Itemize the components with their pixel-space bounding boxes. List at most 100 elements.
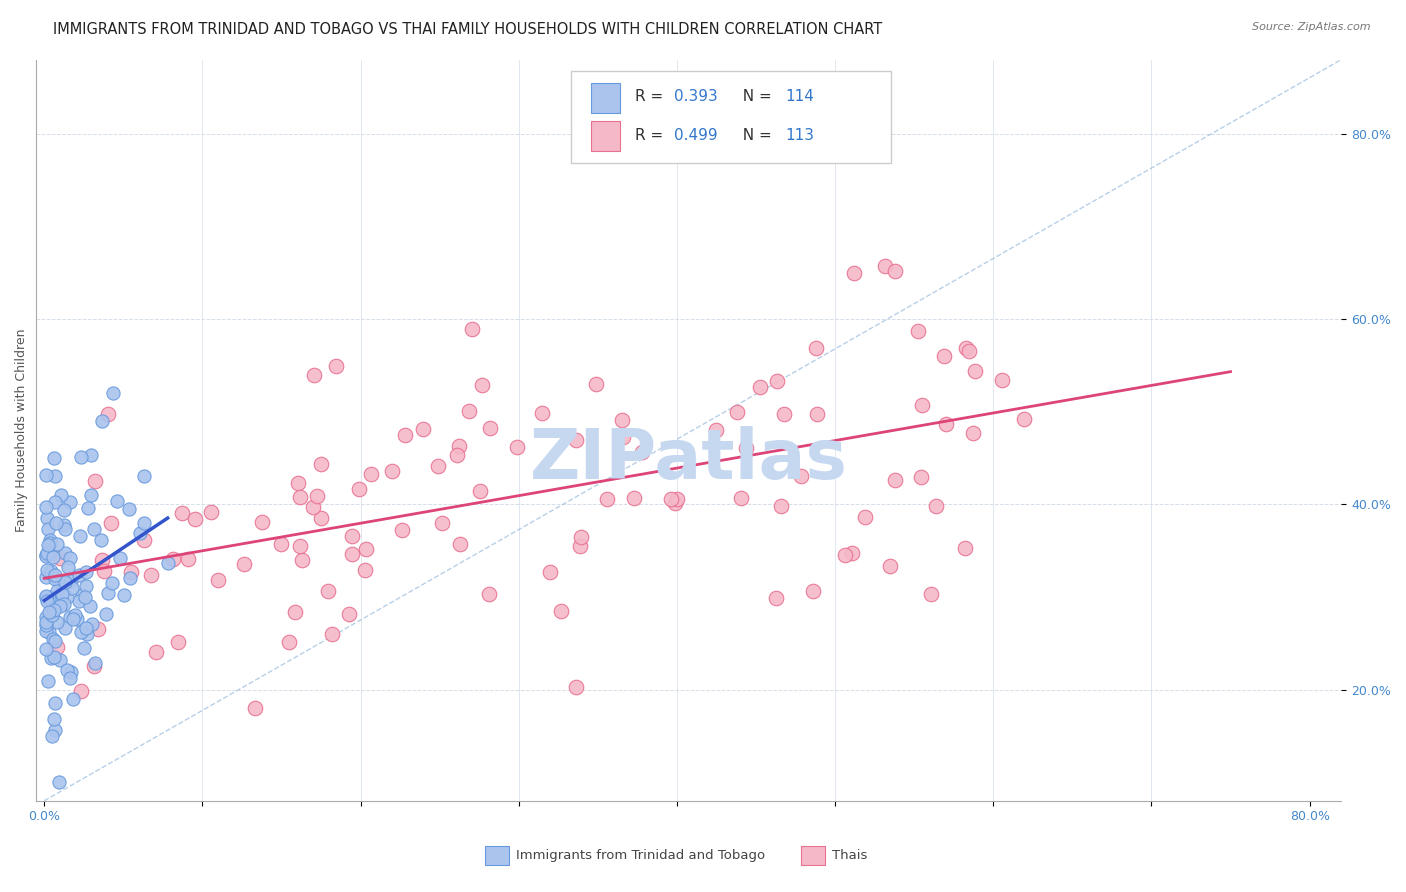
Point bbox=[42, 649, 65, 664]
Point bbox=[132, 468, 155, 483]
Point bbox=[278, 635, 301, 649]
Point bbox=[41, 607, 63, 622]
Point bbox=[35, 624, 58, 638]
Point bbox=[449, 537, 471, 551]
Point bbox=[55, 621, 77, 635]
Point bbox=[37, 522, 59, 536]
Point bbox=[100, 516, 122, 530]
Point bbox=[59, 610, 82, 624]
Point bbox=[337, 607, 360, 621]
Point bbox=[853, 510, 876, 524]
Point bbox=[69, 529, 91, 543]
Point bbox=[471, 378, 494, 392]
Point bbox=[340, 529, 363, 543]
Y-axis label: Family Households with Children: Family Households with Children bbox=[15, 328, 28, 532]
Point bbox=[75, 621, 97, 635]
Point bbox=[44, 572, 66, 586]
Point bbox=[302, 500, 325, 515]
FancyBboxPatch shape bbox=[591, 83, 620, 112]
Point bbox=[82, 617, 104, 632]
Point bbox=[360, 467, 382, 481]
Point bbox=[66, 612, 89, 626]
Point bbox=[53, 522, 76, 536]
Point bbox=[90, 533, 112, 547]
Point bbox=[749, 380, 772, 394]
Text: Immigrants from Trinidad and Tobago: Immigrants from Trinidad and Tobago bbox=[516, 849, 765, 862]
Point bbox=[957, 344, 980, 359]
Point bbox=[63, 607, 86, 622]
Point bbox=[200, 505, 222, 519]
Point bbox=[288, 540, 311, 554]
Point bbox=[302, 368, 325, 382]
Point bbox=[37, 563, 59, 577]
Point bbox=[51, 587, 73, 601]
Point bbox=[70, 625, 93, 640]
Point bbox=[46, 640, 69, 654]
Point bbox=[910, 469, 932, 483]
Point bbox=[394, 427, 416, 442]
Point bbox=[962, 425, 984, 440]
Text: IMMIGRANTS FROM TRINIDAD AND TOBAGO VS THAI FAMILY HOUSEHOLDS WITH CHILDREN CORR: IMMIGRANTS FROM TRINIDAD AND TOBAGO VS T… bbox=[53, 22, 883, 37]
Point bbox=[44, 723, 66, 738]
Text: 113: 113 bbox=[786, 128, 814, 144]
Text: 0.499: 0.499 bbox=[675, 128, 718, 144]
Point bbox=[156, 556, 179, 570]
Point bbox=[841, 546, 863, 560]
Point bbox=[596, 491, 619, 506]
Point bbox=[97, 408, 120, 422]
Point bbox=[770, 500, 793, 514]
Point bbox=[725, 405, 748, 419]
Point bbox=[478, 421, 501, 435]
Point bbox=[46, 573, 69, 587]
Point bbox=[67, 594, 90, 608]
Point bbox=[806, 407, 828, 421]
Point bbox=[963, 364, 986, 378]
Point bbox=[75, 579, 97, 593]
Point bbox=[1012, 411, 1035, 425]
Point bbox=[232, 557, 254, 571]
Point bbox=[101, 575, 124, 590]
Point bbox=[38, 605, 60, 619]
Point bbox=[67, 568, 90, 582]
Point bbox=[37, 673, 59, 688]
Point bbox=[56, 560, 79, 574]
Point bbox=[35, 615, 58, 630]
Point bbox=[59, 495, 82, 509]
Point bbox=[665, 491, 688, 506]
Point bbox=[46, 615, 69, 630]
Point bbox=[49, 551, 72, 566]
Point bbox=[48, 775, 70, 789]
Point bbox=[550, 604, 572, 618]
Point bbox=[730, 491, 752, 505]
Point bbox=[612, 430, 634, 444]
Point bbox=[412, 422, 434, 436]
Point bbox=[38, 543, 60, 558]
Point bbox=[735, 442, 758, 456]
Point bbox=[932, 349, 955, 363]
Point bbox=[321, 627, 343, 641]
Point bbox=[120, 565, 142, 579]
Point bbox=[427, 459, 450, 474]
Point bbox=[39, 605, 62, 619]
Point bbox=[70, 683, 93, 698]
Point bbox=[83, 475, 105, 489]
Point bbox=[347, 482, 370, 496]
Point bbox=[80, 488, 103, 502]
Point bbox=[45, 537, 67, 551]
Point bbox=[97, 586, 120, 600]
Point bbox=[52, 597, 75, 611]
Point bbox=[623, 491, 645, 505]
Point bbox=[207, 573, 229, 587]
Point bbox=[39, 535, 62, 549]
Point bbox=[62, 612, 84, 626]
Point bbox=[834, 548, 856, 562]
Point bbox=[118, 501, 141, 516]
Text: ZIPatlas: ZIPatlas bbox=[530, 426, 848, 493]
Point bbox=[76, 626, 98, 640]
Point bbox=[565, 680, 588, 694]
Text: 0.393: 0.393 bbox=[675, 89, 718, 104]
Point bbox=[176, 552, 198, 566]
Point bbox=[45, 584, 67, 599]
Point bbox=[530, 406, 553, 420]
Text: N =: N = bbox=[733, 89, 776, 104]
